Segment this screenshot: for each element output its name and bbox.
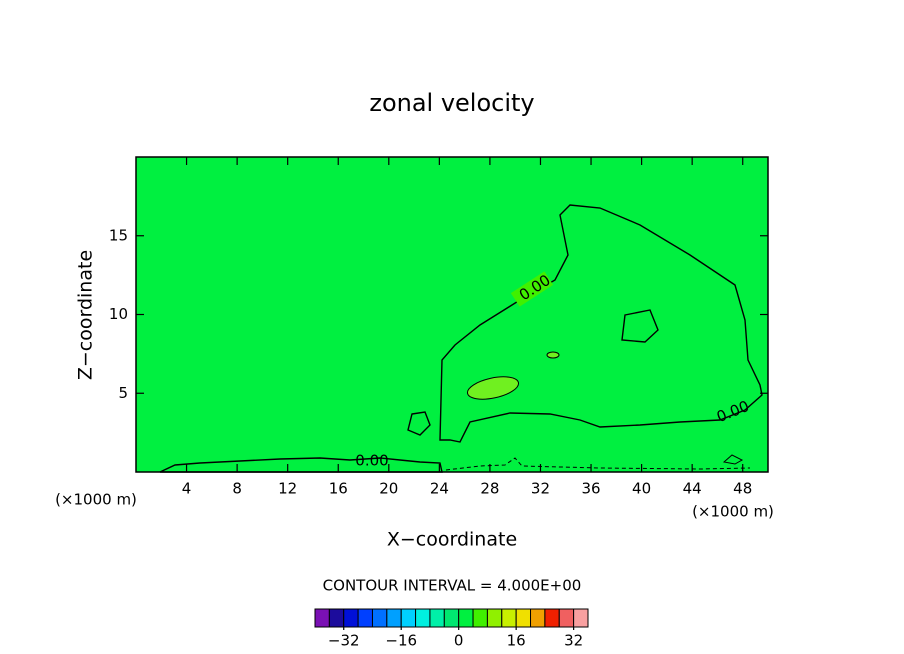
colorbar-box bbox=[357, 608, 373, 628]
x-tick-label: 20 bbox=[379, 480, 398, 498]
x-tick-label: 36 bbox=[581, 480, 600, 498]
label-bg bbox=[510, 271, 554, 307]
x-tick-label: 32 bbox=[531, 480, 550, 498]
colorbar-box bbox=[544, 608, 560, 628]
colorbar-box bbox=[530, 608, 546, 628]
y-tick-label: 15 bbox=[109, 226, 128, 244]
contour-line bbox=[407, 411, 431, 436]
colorbar-box bbox=[458, 608, 474, 628]
colorbar-box bbox=[486, 608, 503, 628]
colorbar-tick-label: −16 bbox=[385, 632, 417, 650]
colorbar-tick-label: 32 bbox=[564, 632, 583, 650]
colorbar-box bbox=[328, 608, 345, 628]
small-contour bbox=[722, 454, 744, 465]
x-tick-label: 40 bbox=[632, 480, 651, 498]
colorbar-box bbox=[515, 608, 532, 628]
x-axis-label: X−coordinate bbox=[387, 529, 517, 551]
x-tick-label: 12 bbox=[278, 480, 297, 498]
x-unit: (×1000 m) bbox=[55, 491, 137, 509]
x-tick-label: 48 bbox=[733, 480, 752, 498]
colorbar-tick-label: 16 bbox=[507, 632, 526, 650]
x-tick-label: 24 bbox=[430, 480, 449, 498]
y-tick-label: 5 bbox=[118, 384, 128, 402]
contour-label: 0.00 bbox=[355, 452, 388, 470]
x-tick-label: 16 bbox=[329, 480, 348, 498]
x-tick-label: 4 bbox=[182, 480, 192, 498]
colorbar-box bbox=[314, 608, 330, 628]
chart-title: zonal velocity bbox=[369, 89, 534, 117]
x-tick-label: 8 bbox=[232, 480, 242, 498]
y-axis-label: Z−coordinate bbox=[75, 250, 97, 380]
contour-regions bbox=[159, 204, 763, 473]
colorbar-box bbox=[429, 608, 445, 628]
contour-interval: CONTOUR INTERVAL = 4.000E+00 bbox=[323, 577, 582, 595]
colorbar-box bbox=[371, 608, 388, 628]
colorbar-box bbox=[472, 608, 488, 628]
colorbar-box bbox=[443, 608, 460, 628]
colorbar-box bbox=[415, 608, 431, 628]
colorbar-box bbox=[400, 608, 417, 628]
colorbar-box bbox=[558, 608, 575, 628]
colorbar-tick-label: 0 bbox=[454, 632, 464, 650]
dashed-contour bbox=[445, 457, 751, 471]
colorbar-box bbox=[386, 608, 402, 628]
contour-region bbox=[466, 376, 520, 400]
colorbar-box bbox=[343, 608, 359, 628]
x-tick-label: 28 bbox=[480, 480, 499, 498]
plot-background bbox=[136, 157, 768, 472]
contour-region bbox=[546, 351, 560, 359]
y-tick-label: 10 bbox=[109, 305, 128, 323]
colorbar-box bbox=[573, 608, 589, 628]
x-tick-label: 44 bbox=[683, 480, 702, 498]
contour-line bbox=[159, 457, 443, 473]
colorbar-box bbox=[501, 608, 517, 628]
x-unit: (×1000 m) bbox=[692, 503, 774, 521]
colorbar-tick-label: −32 bbox=[328, 632, 360, 650]
